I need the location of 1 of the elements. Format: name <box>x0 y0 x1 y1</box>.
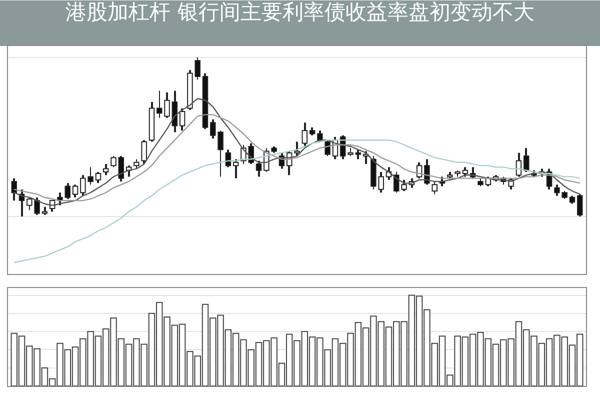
chart-title: 港股加杠杆 银行间主要利率债收益率盘初变动不大 <box>66 0 534 24</box>
